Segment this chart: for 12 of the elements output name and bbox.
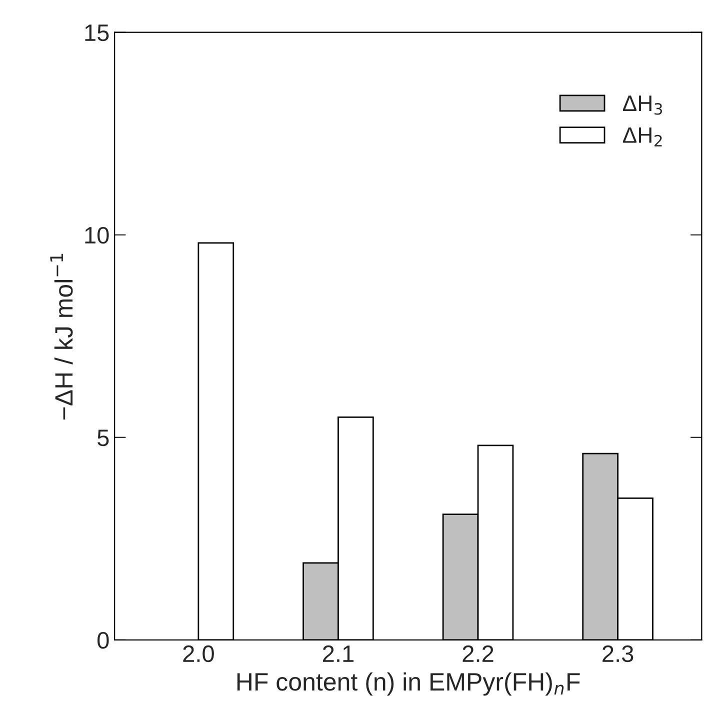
x-axis-title: HF content (n) in EMPyr(FH)$_{n}$F [237, 672, 580, 696]
y-tick-label: 5 [98, 430, 109, 446]
x-tick-label: 2.2 [462, 645, 494, 662]
x-tick-label: 2.3 [602, 645, 634, 662]
y-axis-title: −ΔH / kJ mol$^{−1}$ [50, 254, 73, 420]
legend-label: ΔH$_{2}$ [622, 127, 662, 146]
y-tick-label: 10 [85, 226, 109, 244]
legend-label: ΔH$_{3}$ [622, 96, 662, 115]
y-tick-label: 0 [97, 632, 109, 649]
y-tick-label: 15 [85, 24, 109, 42]
x-tick-label: 2.0 [183, 645, 214, 662]
x-tick-label: 2.1 [323, 645, 354, 662]
